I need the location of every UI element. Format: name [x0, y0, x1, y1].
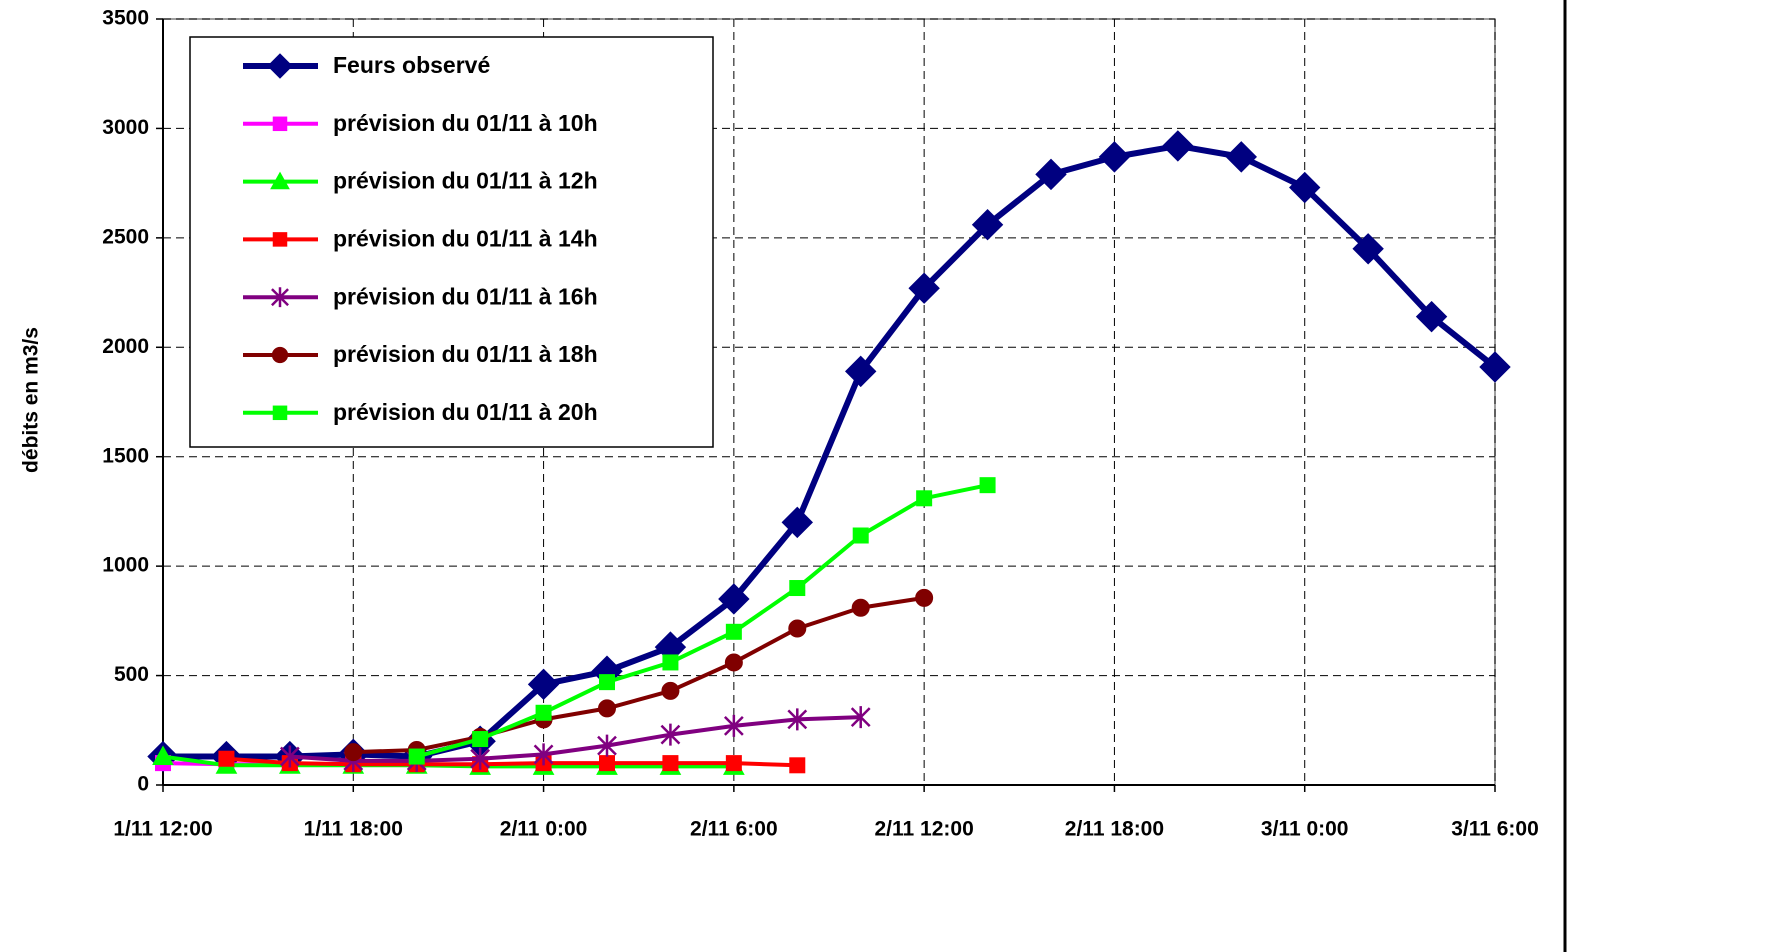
- legend-label: prévision du 01/11 à 16h: [333, 283, 598, 309]
- marker: [788, 619, 807, 638]
- marker: [1415, 300, 1448, 333]
- marker: [725, 755, 742, 772]
- y-tick-label: 0: [137, 773, 149, 796]
- marker: [781, 506, 813, 539]
- marker: [789, 757, 806, 774]
- marker: [279, 745, 300, 768]
- legend-marker: [271, 346, 289, 364]
- series-line: [163, 142, 1497, 760]
- marker: [852, 527, 869, 544]
- x-tick-label: 2/11 12:00: [875, 818, 974, 841]
- marker: [1225, 141, 1257, 173]
- marker: [344, 743, 363, 762]
- marker: [218, 750, 235, 767]
- x-tick-label: 2/11 18:00: [1065, 818, 1164, 841]
- legend-label: prévision du 01/11 à 20h: [333, 399, 598, 425]
- y-tick-label: 3500: [102, 7, 149, 30]
- series-line: [226, 756, 798, 768]
- x-tick-label: 2/11 0:00: [500, 818, 588, 841]
- marker: [723, 714, 744, 737]
- marker: [662, 755, 679, 772]
- legend-marker: [272, 116, 288, 132]
- x-tick-label: 1/11 12:00: [113, 818, 212, 841]
- marker: [725, 623, 742, 640]
- marker: [1162, 130, 1194, 162]
- marker: [916, 490, 933, 507]
- marker: [971, 209, 1004, 241]
- marker: [660, 723, 681, 746]
- y-axis-label: débits en m3/s: [20, 327, 43, 473]
- x-tick-label: 3/11 6:00: [1451, 818, 1539, 841]
- marker: [533, 743, 554, 766]
- marker: [789, 580, 806, 597]
- legend-label: prévision du 01/11 à 18h: [333, 341, 598, 367]
- marker: [661, 681, 680, 700]
- legend-marker: [267, 53, 293, 79]
- marker: [599, 755, 615, 772]
- legend-label: Feurs observé: [333, 52, 490, 78]
- marker: [979, 477, 996, 494]
- marker: [527, 668, 560, 701]
- marker: [915, 588, 934, 607]
- y-tick-label: 3000: [102, 116, 149, 139]
- legend-label: prévision du 01/11 à 10h: [333, 110, 598, 136]
- marker: [1352, 233, 1384, 265]
- marker: [851, 598, 870, 617]
- series-line: [416, 483, 988, 759]
- x-tick-label: 3/11 0:00: [1261, 818, 1349, 841]
- legend-marker: [270, 171, 290, 190]
- y-tick-label: 2000: [102, 335, 149, 358]
- marker: [1098, 141, 1131, 173]
- marker: [1479, 351, 1511, 383]
- y-tick-label: 1000: [102, 554, 149, 577]
- legend-marker: [271, 287, 289, 308]
- series-line: [353, 595, 925, 755]
- marker: [850, 706, 871, 729]
- marker: [408, 748, 425, 765]
- y-tick-label: 500: [114, 663, 149, 686]
- marker: [597, 734, 617, 757]
- marker: [1289, 171, 1321, 204]
- marker: [787, 708, 808, 731]
- marker: [662, 654, 679, 671]
- marker: [535, 704, 552, 721]
- marker: [1035, 158, 1067, 191]
- y-tick-label: 2500: [102, 225, 149, 248]
- marker: [472, 731, 489, 748]
- marker: [908, 272, 940, 304]
- legend-label: prévision du 01/11 à 12h: [333, 168, 598, 194]
- x-tick-label: 2/11 6:00: [690, 818, 778, 841]
- marker: [599, 674, 615, 691]
- x-tick-label: 1/11 18:00: [304, 818, 403, 841]
- legend-marker: [272, 232, 288, 247]
- marker: [845, 355, 877, 388]
- marker: [598, 699, 616, 718]
- legend-marker: [272, 405, 288, 421]
- y-tick-label: 1500: [102, 444, 149, 467]
- series-line: [289, 715, 861, 763]
- marker: [718, 583, 750, 615]
- marker: [724, 653, 743, 672]
- marker: [152, 745, 174, 766]
- legend-label: prévision du 01/11 à 14h: [333, 225, 598, 251]
- marker: [470, 747, 491, 770]
